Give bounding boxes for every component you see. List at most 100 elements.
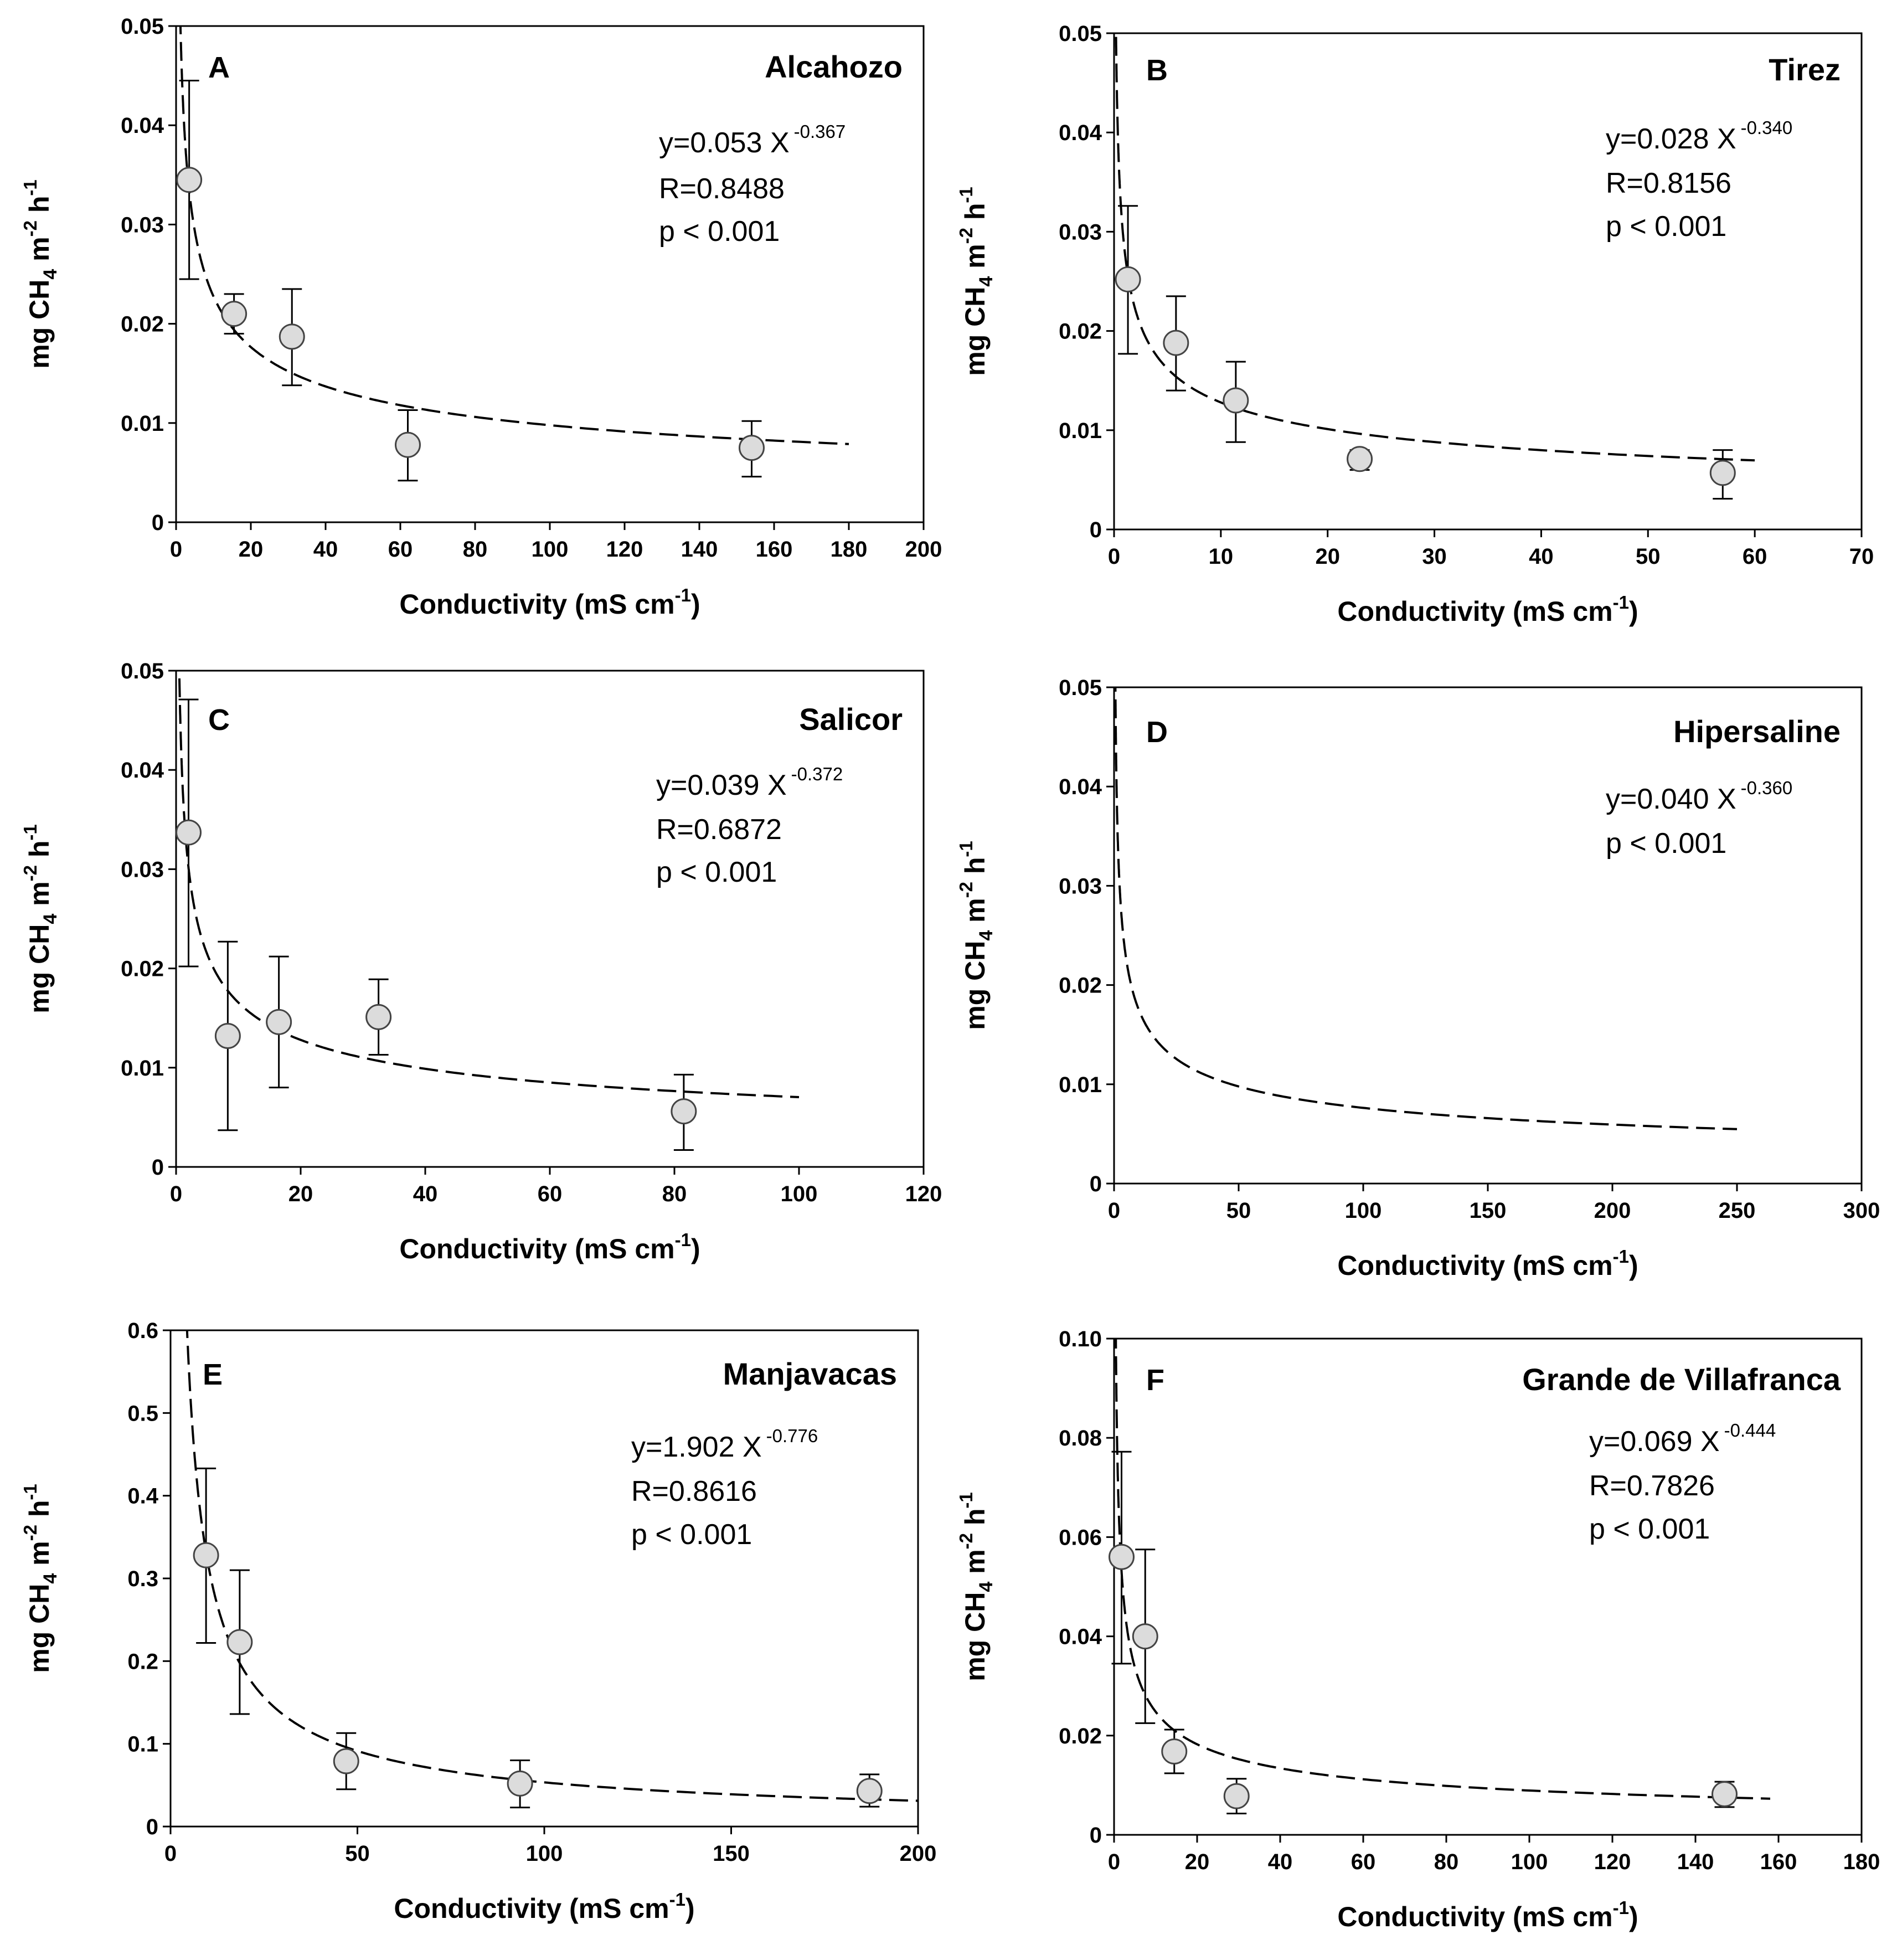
- panel-letter: D: [1146, 716, 1168, 749]
- y-tick-label: 0.3: [127, 1567, 158, 1591]
- x-axis-label: Conductivity (mS cm-1): [1337, 1897, 1638, 1932]
- fit-p-value: p < 0.001: [656, 856, 777, 888]
- y-tick-label: 0.04: [1059, 121, 1102, 145]
- data-point: [1347, 446, 1373, 472]
- y-tick-label: 0: [152, 1155, 164, 1180]
- x-tick-label: 50: [1636, 544, 1661, 569]
- panel-e: 0 50 100 150 200 0 0.1 0.2 0.3 0.4 0.5 0.6 Conductiv…: [20, 1319, 937, 1924]
- x-tick-label: 140: [1677, 1850, 1714, 1874]
- fit-r-value: R=0.6872: [656, 814, 782, 846]
- y-tick-label: 0.10: [1059, 1327, 1102, 1351]
- fit-curve: [1115, 1339, 1771, 1800]
- x-tick-label: 60: [538, 1182, 563, 1206]
- data-point: [1115, 266, 1141, 292]
- x-tick-label: 100: [1511, 1850, 1548, 1874]
- y-tick-label: 0.05: [121, 659, 164, 683]
- x-tick-label: 80: [1434, 1850, 1459, 1874]
- data-point: [176, 819, 202, 846]
- data-point: [193, 1542, 219, 1568]
- data-point: [1109, 1544, 1135, 1570]
- y-axis-label: mg CH4 m-2 h-1: [956, 187, 997, 376]
- x-tick-label: 100: [526, 1841, 563, 1866]
- x-tick-label: 0: [170, 537, 182, 562]
- fit-equation: y=0.028 X -0.340: [1606, 117, 1792, 155]
- data-point: [266, 1009, 292, 1035]
- x-tick-label: 70: [1849, 544, 1874, 569]
- x-tick-label: 0: [164, 1841, 177, 1866]
- y-tick-label: 0.06: [1059, 1525, 1102, 1550]
- data-point: [1709, 460, 1736, 486]
- x-tick-label: 140: [681, 537, 718, 562]
- fit-equation: y=0.053 X -0.367: [659, 121, 846, 159]
- y-tick-label: 0.05: [121, 14, 164, 39]
- data-point: [739, 435, 765, 461]
- fit-r-value: R=0.8616: [631, 1475, 757, 1508]
- x-tick-label: 60: [388, 537, 413, 562]
- y-tick-label: 0.03: [121, 857, 164, 882]
- y-tick-label: 0.02: [1059, 1724, 1102, 1748]
- y-tick-label: 0: [1090, 518, 1102, 542]
- x-tick-label: 0: [1108, 544, 1120, 569]
- y-tick-label: 0.4: [127, 1484, 158, 1509]
- y-tick-label: 0.04: [1059, 775, 1102, 799]
- data-point: [1223, 387, 1249, 414]
- x-tick-label: 200: [900, 1841, 937, 1866]
- x-axis-label: Conductivity (mS cm-1): [394, 1889, 694, 1924]
- x-axis-label: Conductivity (mS cm-1): [399, 1229, 700, 1264]
- x-tick-label: 120: [1594, 1850, 1631, 1874]
- y-tick-label: 0.03: [121, 213, 164, 237]
- plot-frame: [1113, 1337, 1863, 1836]
- y-axis-label: mg CH4 m-2 h-1: [20, 179, 61, 369]
- y-tick-label: 0.03: [1059, 874, 1102, 898]
- fit-curve: [185, 1330, 918, 1802]
- y-tick-label: 0.1: [127, 1732, 158, 1757]
- x-tick-label: 180: [1843, 1850, 1880, 1874]
- site-title: Hipersaline: [1673, 714, 1841, 749]
- panel-f: 0 20 40 60 80 100 120 140 160 180 0 0.02 0.04 0.06 0.0…: [956, 1327, 1880, 1932]
- data-point: [221, 301, 248, 327]
- x-tick-label: 10: [1209, 544, 1234, 569]
- y-tick-label: 0.01: [1059, 419, 1102, 443]
- fit-curve: [179, 26, 849, 445]
- plot-frame: [1113, 686, 1863, 1185]
- data-point: [365, 1004, 392, 1030]
- x-tick-label: 80: [662, 1182, 687, 1206]
- y-tick-label: 0.05: [1059, 676, 1102, 700]
- fit-equation: y=1.902 X -0.776: [631, 1426, 818, 1463]
- fit-r-value: R=0.8488: [659, 173, 785, 205]
- x-tick-label: 0: [1108, 1198, 1120, 1223]
- x-tick-label: 150: [713, 1841, 750, 1866]
- fit-p-value: p < 0.001: [1606, 210, 1726, 243]
- x-tick-label: 120: [905, 1182, 942, 1206]
- x-tick-label: 20: [1185, 1850, 1210, 1874]
- x-tick-label: 300: [1843, 1198, 1880, 1223]
- panel-c: 0 20 40 60 80 100 120 0 0.01 0.02 0.03 0.04 0.05 Cond…: [20, 659, 942, 1264]
- data-point: [507, 1770, 533, 1797]
- y-axis-label: mg CH4 m-2 h-1: [956, 1492, 997, 1681]
- data-point: [1132, 1623, 1158, 1650]
- x-tick-label: 250: [1719, 1198, 1756, 1223]
- x-tick-label: 50: [345, 1841, 370, 1866]
- fit-r-value: R=0.8156: [1606, 167, 1731, 199]
- y-tick-label: 0.01: [1059, 1073, 1102, 1097]
- y-axis-label: mg CH4 m-2 h-1: [20, 824, 61, 1014]
- fit-equation: y=0.039 X -0.372: [656, 764, 843, 801]
- data-point: [279, 323, 305, 350]
- y-tick-label: 0: [1090, 1172, 1102, 1196]
- data-point: [395, 431, 421, 458]
- x-tick-label: 40: [313, 537, 338, 562]
- panel-letter: C: [208, 703, 230, 737]
- y-tick-label: 0.04: [121, 114, 164, 138]
- y-tick-label: 0.03: [1059, 220, 1102, 244]
- y-tick-label: 0.04: [1059, 1625, 1102, 1649]
- x-tick-label: 100: [781, 1182, 818, 1206]
- x-axis-label: Conductivity (mS cm-1): [399, 585, 700, 620]
- panel-letter: E: [203, 1358, 223, 1391]
- y-tick-label: 0: [146, 1815, 158, 1839]
- y-tick-label: 0.6: [127, 1319, 158, 1343]
- data-point: [856, 1778, 883, 1804]
- data-point: [1223, 1783, 1250, 1809]
- x-tick-label: 40: [413, 1182, 438, 1206]
- x-tick-label: 20: [288, 1182, 313, 1206]
